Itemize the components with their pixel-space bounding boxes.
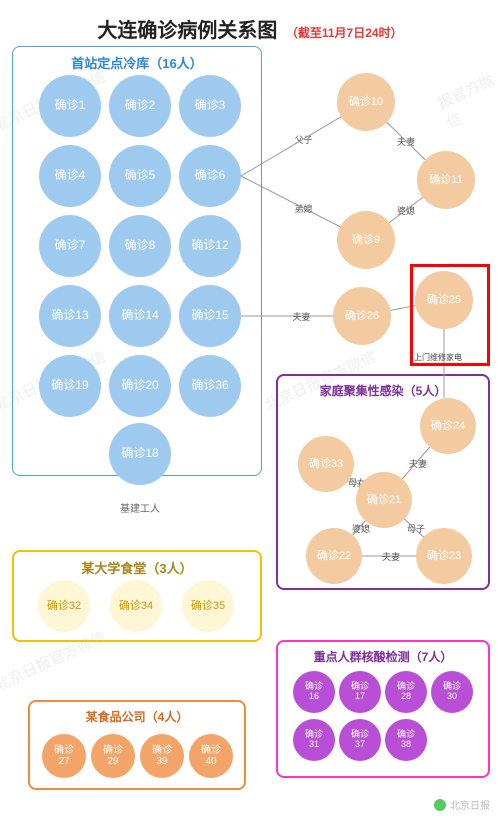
case-node-family: 确诊21 — [356, 472, 412, 528]
case-node-cold: 确诊5 — [109, 145, 171, 207]
highlight-box-label: 上门维修家电 — [414, 352, 462, 363]
case-node-family: 确诊33 — [298, 436, 354, 492]
edge-label: 夫妻 — [292, 310, 312, 323]
case-node-foodco: 确诊 27 — [42, 734, 86, 778]
case-node-canteen: 确诊35 — [182, 580, 234, 632]
panel-title-keytest: 重点人群核酸检测（7人） — [278, 648, 488, 665]
case-node-cold: 确诊36 — [179, 355, 241, 417]
case-node-cold: 确诊20 — [109, 355, 171, 417]
edge-label: 婆媳 — [351, 522, 371, 535]
panel-title-family: 家庭聚集性感染（5人） — [278, 382, 488, 399]
case-node-keytest: 确诊 31 — [293, 719, 335, 761]
case-node-cold: 确诊12 — [179, 215, 241, 277]
case-node-right: 确诊11 — [417, 151, 475, 209]
case-node-family: 确诊23 — [416, 528, 472, 584]
case-node-cold: 确诊4 — [39, 145, 101, 207]
panel-title-foodco: 某食品公司（4人） — [30, 708, 244, 725]
case-node-cold: 确诊3 — [179, 75, 241, 137]
edge-label: 夫妻 — [396, 135, 416, 148]
edge-label: 父子 — [294, 133, 314, 146]
case-node-cold: 确诊1 — [39, 75, 101, 137]
case-node-keytest: 确诊 16 — [293, 671, 335, 713]
panel-title-cold: 首站定点冷库（16人） — [13, 53, 261, 72]
watermark: 报官方微信 — [434, 69, 500, 132]
case-node-keytest: 确诊 17 — [339, 671, 381, 713]
case-node-cold: 确诊7 — [39, 215, 101, 277]
title-block: 大连确诊病例关系图 （截至11月7日24时） — [0, 0, 500, 47]
case-node-cold: 确诊15 — [179, 285, 241, 347]
case-node-cold: 确诊19 — [39, 355, 101, 417]
case-node-family: 确诊22 — [306, 528, 362, 584]
case-node-canteen: 确诊32 — [38, 580, 90, 632]
subtitle: （截至11月7日24时） — [286, 24, 403, 41]
case-node-keytest: 确诊 38 — [385, 719, 427, 761]
case-node-family: 确诊24 — [420, 398, 476, 454]
case-node-cold: 确诊18 — [109, 423, 171, 485]
edge-label: 弟媳 — [294, 202, 314, 215]
edge-label: 婆媳 — [396, 204, 416, 217]
case-node-foodco: 确诊 39 — [140, 734, 184, 778]
case-node-foodco: 确诊 29 — [91, 734, 135, 778]
case-node-right: 确诊26 — [333, 287, 391, 345]
case-node-cold: 确诊6 — [179, 145, 241, 207]
case-node-foodco: 确诊 40 — [189, 734, 233, 778]
panel-footnote: 基建工人 — [120, 500, 160, 515]
case-node-keytest: 确诊 28 — [385, 671, 427, 713]
panel-title-canteen: 某大学食堂（3人） — [14, 558, 260, 577]
case-node-cold: 确诊2 — [109, 75, 171, 137]
main-title: 大连确诊病例关系图 — [97, 14, 277, 43]
edge-label: 夫妻 — [381, 550, 401, 563]
case-node-cold: 确诊13 — [39, 285, 101, 347]
footer-source: 北京日报 — [434, 797, 490, 812]
edge-label: 夫妻 — [408, 457, 428, 470]
footer-text: 北京日报 — [450, 797, 490, 812]
case-node-cold: 确诊14 — [109, 285, 171, 347]
highlight-box — [410, 264, 490, 366]
case-node-keytest: 确诊 30 — [431, 671, 473, 713]
case-node-canteen: 确诊34 — [110, 580, 162, 632]
case-node-right: 确诊10 — [337, 73, 395, 131]
case-node-cold: 确诊8 — [109, 215, 171, 277]
case-node-keytest: 确诊 37 — [339, 719, 381, 761]
case-node-right: 确诊9 — [337, 211, 395, 269]
wechat-icon — [434, 799, 446, 811]
edge-label: 母子 — [406, 522, 426, 535]
